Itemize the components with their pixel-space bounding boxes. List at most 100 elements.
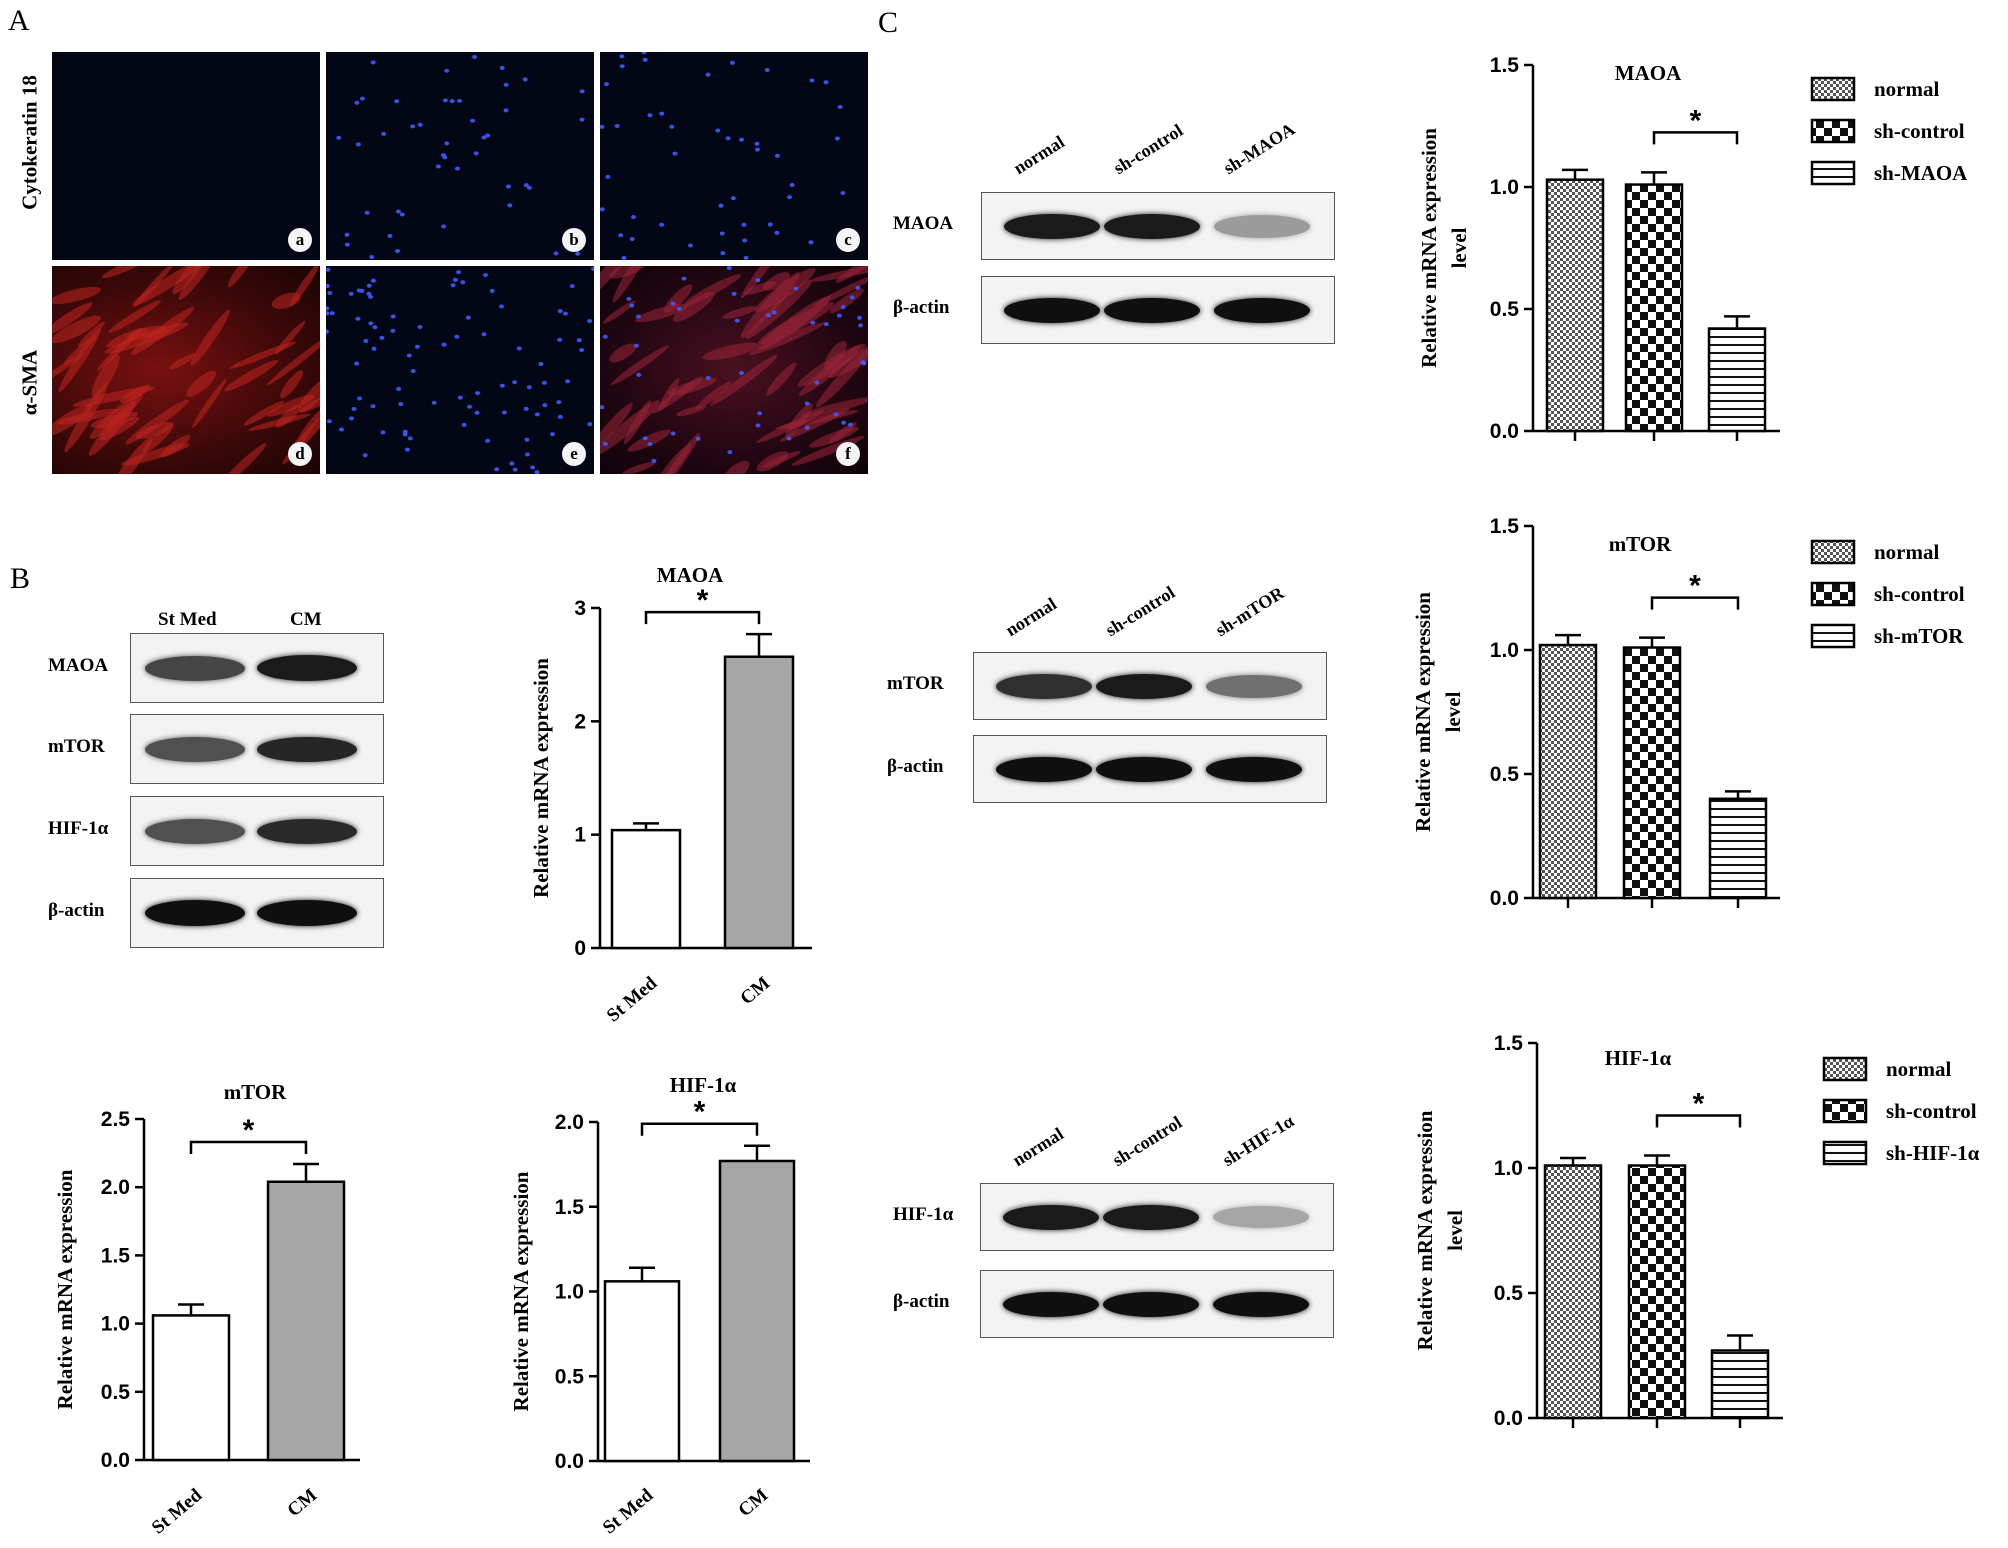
blot-column-label: CM	[290, 609, 322, 630]
nucleus-dot	[482, 272, 488, 277]
nucleus-dot	[417, 122, 423, 127]
nucleus-dot	[631, 214, 637, 219]
nucleus-dot	[757, 411, 763, 416]
nucleus-dot	[823, 322, 829, 327]
nucleus-dot	[366, 291, 372, 296]
legend-swatch	[1822, 1056, 1868, 1082]
nucleus-dot	[681, 276, 687, 281]
bar-chart-b-hif: 0.0 0.5 1.0 1.5 2.0 *HIF-1α Relative mRNA expr…	[509, 1073, 810, 1538]
nucleus-dot	[326, 419, 332, 424]
blot-row-label: mTOR	[48, 736, 105, 757]
blot-strip	[973, 652, 1327, 720]
nucleus-dot	[789, 182, 795, 187]
blot-band	[257, 736, 357, 762]
legend-label: sh-MAOA	[1874, 161, 1968, 185]
fiber-mark	[812, 274, 868, 307]
nucleus-dot	[481, 135, 487, 140]
significance-bracket	[1655, 1114, 1742, 1128]
nucleus-dot	[786, 195, 792, 200]
significance-star: *	[1689, 570, 1701, 603]
bar-sh-control	[1627, 1164, 1687, 1420]
nucleus-dot	[855, 285, 861, 290]
blot-band	[257, 818, 357, 844]
y-tick-label: 0.0	[1494, 1407, 1523, 1430]
nucleus-dot	[368, 321, 374, 326]
fiber-mark	[243, 400, 284, 426]
blot-band	[1213, 1206, 1309, 1228]
fiber-mark	[710, 354, 778, 406]
fiber-mark	[658, 378, 680, 412]
nucleus-dot	[454, 166, 460, 171]
nucleus-dot	[394, 248, 400, 253]
blot-column-label: St Med	[158, 609, 217, 630]
nucleus-dot	[356, 396, 362, 401]
y-axis-label: Relative mRNA expression	[509, 1171, 533, 1411]
fiber-mark	[190, 309, 230, 366]
x-category-label: St Med	[603, 972, 662, 1026]
significance-bracket	[189, 1140, 308, 1155]
y-axis-label: Relative mRNA expression	[529, 658, 553, 898]
y-tick-label: 0	[574, 937, 586, 960]
bar-normal	[1538, 643, 1598, 900]
nucleus-dot	[370, 404, 376, 409]
nucleus-dot	[356, 288, 362, 293]
fiber-mark	[77, 321, 105, 348]
nucleus-dot	[591, 266, 594, 271]
nucleus-dot	[718, 203, 724, 208]
nucleus-dot	[557, 309, 563, 314]
nucleus-dot	[836, 313, 842, 318]
fiber-mark	[758, 296, 831, 350]
nucleus-dot	[847, 422, 853, 427]
fiber-mark	[766, 362, 797, 396]
significance-star: *	[694, 1096, 706, 1129]
nucleus-dot	[399, 212, 405, 217]
bar-cm	[266, 1180, 346, 1462]
blot-strip	[130, 796, 384, 866]
blot-band	[1004, 297, 1100, 323]
bar-sh-control	[1622, 646, 1682, 900]
blot-row-label: β-actin	[893, 297, 950, 318]
bar-st-med	[603, 1280, 681, 1463]
blot-strip	[130, 633, 384, 703]
micrograph-tile: a	[52, 52, 320, 260]
nucleus-dot	[344, 232, 350, 237]
nucleus-dot	[600, 207, 605, 212]
nucleus-dot	[481, 332, 487, 337]
x-category-label: St Med	[599, 1484, 658, 1538]
fiber-mark	[52, 302, 93, 337]
significance-bracket	[640, 1122, 759, 1136]
significance-star: *	[243, 1114, 255, 1147]
y-tick-label: 0.0	[1490, 420, 1519, 443]
blot-band	[996, 756, 1092, 782]
nucleus-dot	[659, 222, 665, 227]
fiber-mark	[702, 342, 760, 360]
nucleus-dot	[621, 256, 627, 260]
nucleus-dot	[442, 98, 448, 103]
nucleus-dot	[326, 329, 329, 334]
fiber-mark	[756, 451, 789, 472]
panel-letter-c: C	[878, 6, 899, 39]
nucleus-dot	[626, 296, 632, 301]
tile-label: a	[288, 228, 312, 252]
nucleus-dot	[441, 224, 447, 229]
bar-chart-b-maoa: 0 1 2 3 *MAOA Relative mRNA expression St Med C…	[529, 563, 812, 1026]
nucleus-dot	[557, 414, 563, 419]
micrograph-tile: e	[326, 266, 594, 474]
fiber-mark	[654, 443, 691, 474]
nucleus-dot	[444, 68, 450, 73]
nucleus-dot	[457, 98, 463, 103]
nucleus-dot	[457, 395, 463, 400]
legend-label: normal	[1874, 540, 1939, 564]
blot-strip	[981, 276, 1335, 344]
y-tick-label: 2.5	[101, 1108, 131, 1131]
nucleus-dot	[523, 406, 529, 411]
legend-label: sh-HIF-1α	[1886, 1141, 1980, 1165]
nucleus-dot	[485, 438, 491, 443]
nucleus-dot	[569, 284, 575, 289]
nucleus-dot	[474, 410, 480, 415]
nucleus-dot	[355, 316, 361, 321]
nucleus-dot	[810, 320, 816, 325]
fiber-mark	[217, 442, 267, 474]
nucleus-dot	[534, 470, 540, 474]
fiber-mark	[745, 279, 813, 340]
